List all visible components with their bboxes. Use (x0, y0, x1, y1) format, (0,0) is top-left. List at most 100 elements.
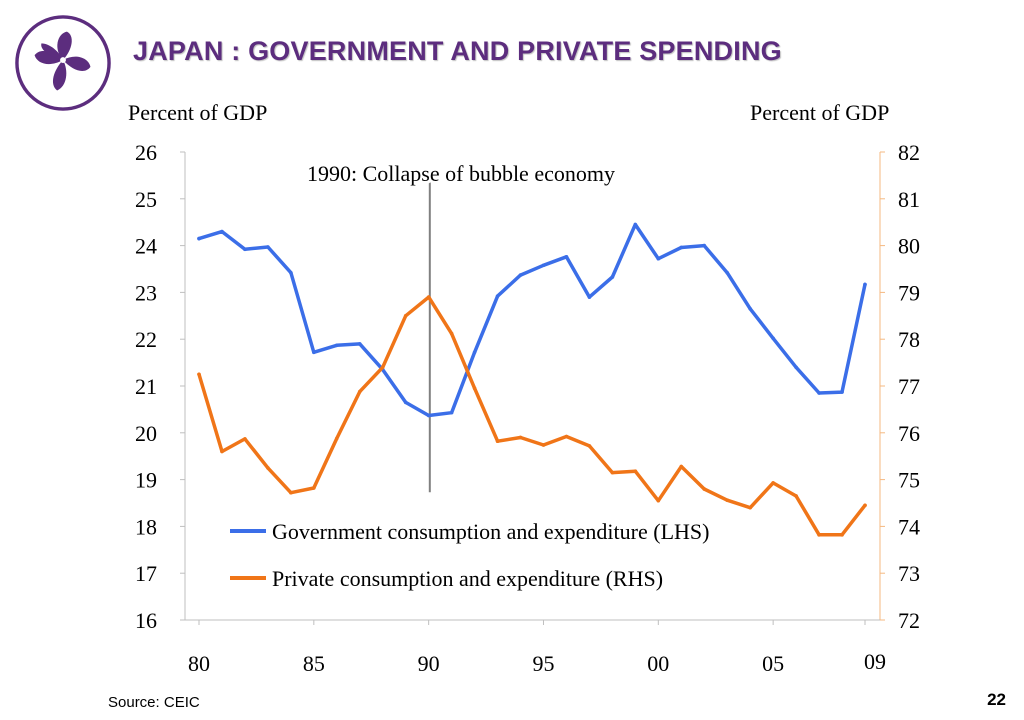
x-tick-label: 09 (864, 649, 886, 674)
government-data-point (403, 400, 408, 405)
government-data-point (748, 306, 752, 311)
left-tick-label: 19 (135, 468, 157, 493)
private-data-point (610, 470, 615, 475)
private-data-point (472, 386, 477, 391)
government-data-point (472, 350, 477, 355)
x-tick-label: 80 (188, 651, 210, 676)
private-series-line (197, 295, 867, 537)
private-data-point (380, 365, 385, 370)
left-axis-title: Percent of GDP (128, 100, 268, 125)
government-data-point (334, 343, 339, 348)
government-data-point (495, 294, 500, 298)
private-data-point (220, 449, 224, 454)
legend-government-label: Government consumption and expenditure (… (272, 519, 709, 544)
government-data-point (817, 391, 821, 395)
private-data-point (312, 486, 316, 490)
left-tick-label: 21 (135, 374, 157, 399)
right-tick-label: 78 (898, 327, 920, 352)
right-tick-label: 76 (898, 421, 920, 446)
government-data-point (541, 263, 546, 268)
left-tick-label: 17 (135, 561, 157, 586)
government-data-point (312, 350, 316, 355)
right-tick-label: 79 (898, 280, 920, 305)
government-data-point (449, 410, 454, 415)
private-data-point (495, 439, 500, 444)
right-tick-label: 80 (898, 234, 920, 259)
private-data-point (266, 466, 270, 470)
private-data-point (449, 331, 454, 336)
slide-title: JAPAN : GOVERNMENT AND PRIVATE SPENDING (133, 36, 782, 66)
private-data-point (817, 533, 821, 537)
government-data-point (702, 243, 707, 248)
private-data-point (748, 505, 752, 510)
private-data-point (403, 314, 408, 318)
government-data-point (564, 255, 569, 259)
x-tick-label: 00 (647, 651, 669, 676)
government-data-point (426, 413, 431, 418)
left-tick-label: 24 (135, 234, 157, 259)
right-tick-label: 72 (898, 608, 920, 633)
government-data-point (771, 336, 775, 341)
private-data-point (564, 434, 569, 439)
page-number: 22 (987, 690, 1006, 709)
government-data-point (863, 282, 867, 287)
government-data-point (794, 365, 798, 370)
left-tick-label: 16 (135, 608, 157, 633)
private-data-point (587, 444, 592, 448)
private-data-point (357, 389, 362, 394)
right-tick-label: 75 (898, 468, 920, 493)
left-tick-label: 18 (135, 514, 157, 539)
left-tick-label: 20 (135, 421, 157, 446)
bubble-collapse-annotation: 1990: Collapse of bubble economy (307, 161, 615, 186)
private-data-point (656, 498, 661, 503)
private-data-point (840, 533, 844, 537)
private-data-point (633, 469, 638, 473)
left-tick-label: 26 (135, 140, 157, 165)
legend-private-label: Private consumption and expenditure (RHS… (272, 566, 663, 591)
private-data-point (725, 498, 730, 502)
government-data-point (840, 390, 844, 394)
private-data-point (197, 372, 201, 377)
x-tick-label: 95 (532, 651, 554, 676)
government-data-point (610, 275, 615, 279)
private-data-point (771, 481, 775, 485)
right-tick-label: 82 (898, 140, 920, 165)
right-axis-title: Percent of GDP (750, 100, 890, 125)
government-data-point (243, 247, 247, 252)
government-data-point (587, 295, 592, 299)
left-tick-label: 23 (135, 280, 157, 305)
government-data-point (197, 236, 201, 241)
government-data-point (656, 256, 661, 261)
right-tick-label: 74 (898, 514, 920, 539)
private-data-point (518, 435, 523, 440)
private-data-point (702, 487, 707, 491)
private-data-point (541, 443, 546, 447)
source-note: Source: CEIC (108, 694, 200, 711)
private-data-point (289, 490, 293, 495)
government-data-point (220, 229, 224, 234)
right-tick-label: 81 (898, 187, 920, 212)
government-data-point (266, 245, 270, 249)
right-tick-label: 77 (898, 374, 920, 399)
government-data-point (679, 245, 684, 250)
private-data-point (679, 464, 684, 469)
private-data-point (426, 295, 431, 299)
government-data-point (357, 342, 362, 346)
x-tick-label: 90 (418, 651, 440, 676)
private-data-point (794, 494, 798, 498)
left-tick-label: 25 (135, 187, 157, 212)
government-data-point (289, 270, 293, 275)
private-data-point (334, 436, 339, 441)
right-tick-label: 73 (898, 561, 920, 586)
government-data-point (633, 222, 638, 227)
x-tick-label: 85 (303, 651, 325, 676)
government-data-point (725, 270, 730, 275)
government-series-line (197, 222, 867, 418)
private-data-point (863, 503, 867, 508)
bauhinia-flower-logo-icon (15, 15, 111, 111)
government-data-point (518, 273, 523, 277)
left-tick-label: 22 (135, 327, 157, 352)
x-tick-label: 05 (762, 651, 784, 676)
private-data-point (243, 437, 247, 441)
